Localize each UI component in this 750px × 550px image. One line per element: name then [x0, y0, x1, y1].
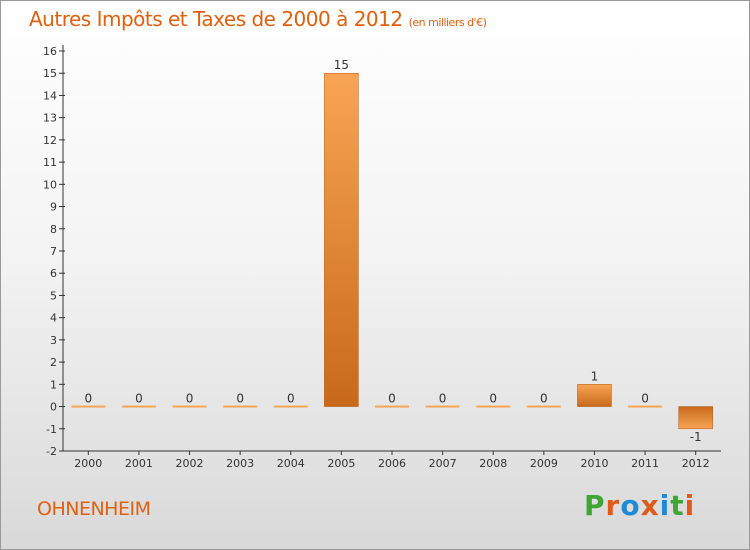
y-tick-label: 1 [50, 378, 57, 391]
y-tick-label: 8 [50, 223, 57, 236]
y-tick-label: 7 [50, 245, 57, 258]
y-tick-label: 4 [50, 312, 57, 325]
y-tick-label: -1 [46, 423, 57, 436]
chart-unit: (en milliers d'€) [408, 16, 487, 29]
x-tick-label: 2000 [74, 457, 102, 470]
data-label: 0 [641, 392, 649, 406]
y-tick-label: 2 [50, 356, 57, 369]
x-tick-label: 2003 [226, 457, 254, 470]
bar [273, 405, 308, 408]
y-tick-label: 10 [43, 178, 57, 191]
y-tick-label: 5 [50, 289, 57, 302]
bar [476, 405, 511, 408]
town-name: OHNENHEIM [37, 498, 151, 520]
data-label: -1 [690, 430, 702, 444]
y-tick-label: 9 [50, 201, 57, 214]
x-tick-label: 2008 [479, 457, 507, 470]
y-tick-label: 12 [43, 134, 57, 147]
logo-letter: i [684, 489, 696, 522]
y-tick-label: 0 [50, 401, 57, 414]
logo-letter: x [640, 489, 660, 522]
chart-title: Autres Impôts et Taxes de 2000 à 2012 (en… [29, 7, 487, 31]
x-tick-label: 2006 [378, 457, 406, 470]
x-tick-label: 2004 [277, 457, 305, 470]
chart-title-text: Autres Impôts et Taxes de 2000 à 2012 [29, 7, 403, 31]
data-label: 0 [236, 392, 244, 406]
data-label: 0 [540, 392, 548, 406]
x-tick-label: 2002 [176, 457, 204, 470]
x-tick-label: 2010 [580, 457, 608, 470]
y-tick-label: 11 [43, 156, 57, 169]
y-tick-label: 3 [50, 334, 57, 347]
y-tick-label: 15 [43, 67, 57, 80]
bar [628, 405, 663, 408]
bar [678, 406, 713, 430]
data-label: 0 [287, 392, 295, 406]
bar [223, 405, 258, 408]
x-tick-label: 2007 [429, 457, 457, 470]
bar [172, 405, 207, 408]
data-label: 15 [334, 58, 349, 72]
y-tick-label: 16 [43, 45, 57, 58]
y-tick-label: 6 [50, 267, 57, 280]
x-tick-label: 2009 [530, 457, 558, 470]
data-label: 1 [591, 369, 599, 383]
data-label: 0 [186, 392, 194, 406]
x-tick-label: 2011 [631, 457, 659, 470]
bar [425, 405, 460, 408]
y-tick-label: 13 [43, 112, 57, 125]
x-tick-label: 2012 [682, 457, 710, 470]
bar [71, 405, 106, 408]
y-tick-label: 14 [43, 89, 57, 102]
data-label: 0 [489, 392, 497, 406]
bar [121, 405, 156, 408]
bar [577, 384, 612, 407]
logo-letter: o [620, 489, 641, 522]
proxiti-logo: Proxiti [584, 489, 695, 522]
data-label: 0 [439, 392, 447, 406]
bar [526, 405, 561, 408]
y-tick-label: -2 [46, 445, 57, 458]
logo-letter: i [659, 489, 671, 522]
logo-letter: t [670, 489, 685, 522]
data-label: 0 [388, 392, 396, 406]
x-tick-label: 2001 [125, 457, 153, 470]
bar [324, 72, 359, 407]
logo-letter: r [605, 489, 621, 522]
logo-letter: P [584, 489, 606, 522]
data-label: 0 [84, 392, 92, 406]
x-tick-label: 2005 [327, 457, 355, 470]
bar [375, 405, 409, 408]
data-label: 0 [135, 392, 143, 406]
